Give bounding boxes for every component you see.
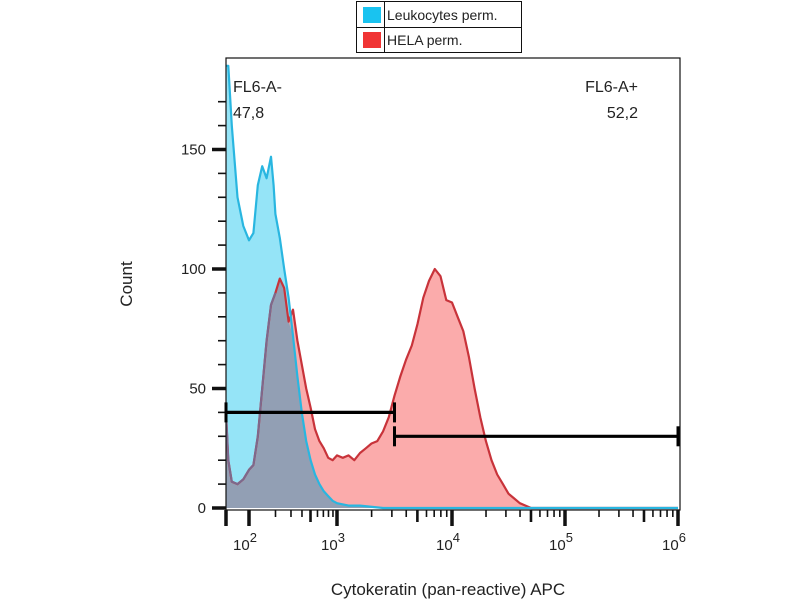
y-tick-label: 0 <box>198 500 206 517</box>
gate-percent-label: 47,8 <box>233 105 264 122</box>
x-axis-label: Cytokeratin (pan-reactive) APC <box>331 580 565 599</box>
legend: Leukocytes perm. HELA perm. <box>356 1 522 53</box>
legend-item-leukocytes: Leukocytes perm. <box>357 2 521 28</box>
y-tick-label: 100 <box>181 261 206 278</box>
series-overlap-area <box>226 278 678 508</box>
legend-item-hela: HELA perm. <box>357 27 521 52</box>
series-area-hela <box>226 269 678 508</box>
gate-name-label: FL6-A- <box>233 79 282 96</box>
x-tick-label: 106 <box>662 530 686 554</box>
x-tick-label: 102 <box>233 530 257 554</box>
y-tick-label: 50 <box>189 381 206 398</box>
x-tick-label: 104 <box>436 530 460 554</box>
series-layer <box>226 64 678 510</box>
legend-label: HELA perm. <box>387 31 463 48</box>
legend-label: Leukocytes perm. <box>387 6 498 23</box>
y-tick-label: 150 <box>181 142 206 159</box>
x-tick-label: 103 <box>321 530 345 554</box>
x-tick-label: 105 <box>549 530 573 554</box>
y-axis-label: Count <box>117 261 136 307</box>
x-axis: 102 103 104 105 106 <box>224 510 686 554</box>
legend-swatch-hela <box>363 31 381 48</box>
gate-percent-label: 52,2 <box>607 105 638 122</box>
gate-name-label: FL6-A+ <box>585 79 638 96</box>
series-line-hela-overlap <box>226 292 277 486</box>
y-axis: 0 50 100 150 <box>181 100 226 517</box>
legend-swatch-leukocytes <box>363 6 381 23</box>
gates-layer: FL6-A- 47,8 FL6-A+ 52,2 <box>224 79 680 447</box>
